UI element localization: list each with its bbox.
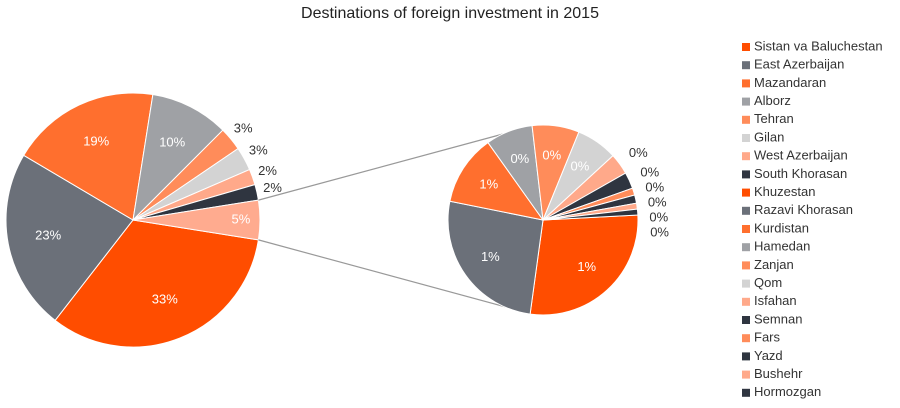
chart-title: Destinations of foreign investment in 20… — [301, 5, 599, 22]
legend-label: Mazandaran — [754, 75, 826, 90]
value-label: 3% — [234, 120, 253, 135]
value-label: 0% — [649, 209, 668, 224]
connector-line — [258, 133, 504, 201]
legend-swatch — [742, 152, 750, 161]
pie-slice — [447, 200, 544, 315]
value-label: 1% — [479, 176, 498, 191]
pie-slice — [542, 208, 639, 221]
value-label: 0% — [650, 224, 669, 239]
legend-swatch — [742, 316, 750, 324]
legend-swatch — [742, 61, 750, 70]
value-label: 33% — [152, 292, 178, 307]
legend-swatch — [742, 43, 750, 51]
pie-slice — [5, 154, 134, 322]
value-label: 3% — [249, 143, 268, 158]
legend-label: East Azerbaijan — [754, 57, 844, 72]
legend-label: Yazd — [754, 348, 783, 363]
value-label: 19% — [83, 133, 109, 148]
value-label: 0% — [648, 194, 667, 209]
legend-label: Bushehr — [754, 366, 803, 381]
legend-label: Hamedan — [754, 239, 810, 254]
legend-label: Semnan — [754, 311, 802, 326]
legend-label: Razavi Khorasan — [754, 202, 853, 217]
value-label: 0% — [510, 151, 529, 166]
legend-label: Khuzestan — [754, 184, 815, 199]
legend-label: Sistan va Baluchestan — [754, 38, 883, 53]
legend-swatch — [742, 97, 750, 106]
pie-slice — [449, 141, 545, 221]
legend-swatch — [742, 206, 750, 215]
legend-label: Zanjan — [754, 257, 794, 272]
legend-label: Isfahan — [754, 293, 797, 308]
value-label: 0% — [645, 179, 664, 194]
legend-swatch — [742, 243, 750, 252]
legend-label: Hormozgan — [754, 384, 821, 399]
legend-swatch — [742, 134, 750, 142]
value-label: 0% — [570, 158, 589, 173]
value-label: 1% — [481, 249, 500, 264]
value-label: 1% — [577, 259, 596, 274]
legend-label: Alborz — [754, 93, 791, 108]
legend-label: Tehran — [754, 111, 794, 126]
value-label: 5% — [232, 211, 251, 226]
pie-slice — [132, 199, 261, 241]
legend-label: Fars — [754, 330, 781, 345]
pie-slice — [529, 214, 639, 316]
legend-label: West Azerbaijan — [754, 148, 848, 163]
value-label: 0% — [629, 145, 648, 160]
legend-label: Kurdistan — [754, 220, 809, 235]
value-label: 0% — [542, 147, 561, 162]
legend-swatch — [742, 188, 750, 197]
value-label: 10% — [159, 134, 185, 149]
legend-swatch — [742, 334, 750, 343]
legend-swatch — [742, 225, 750, 233]
value-label: 2% — [263, 180, 282, 195]
pie-slice — [23, 92, 154, 221]
legend-swatch — [742, 297, 750, 306]
legend-swatch — [742, 388, 750, 397]
legend-swatch — [742, 352, 750, 361]
pie-slice — [132, 93, 224, 222]
legend-swatch — [742, 370, 750, 379]
connector-line — [258, 239, 514, 310]
pie-slice — [54, 219, 260, 348]
legend-swatch — [742, 170, 750, 179]
legend-label: South Khorasan — [754, 166, 847, 181]
value-label: 0% — [640, 164, 659, 179]
legend-swatch — [742, 279, 750, 288]
value-label: 2% — [258, 163, 277, 178]
legend-swatch — [742, 79, 750, 88]
legend-label: Gilan — [754, 129, 784, 144]
legend-swatch — [742, 261, 750, 270]
legend-label: Qom — [754, 275, 782, 290]
value-label: 23% — [35, 228, 61, 243]
legend-swatch — [742, 115, 750, 124]
